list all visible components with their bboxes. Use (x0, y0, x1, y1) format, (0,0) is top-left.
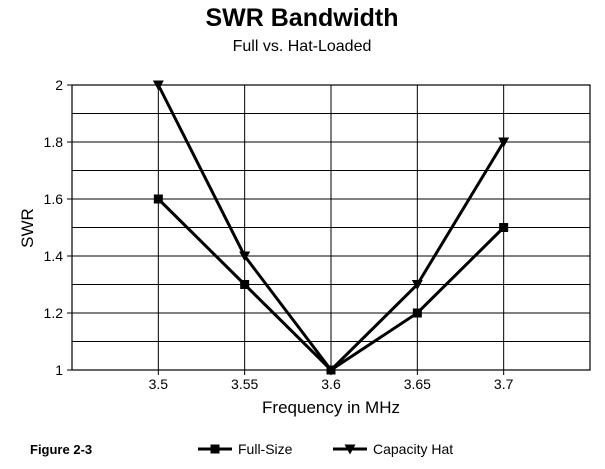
series-2 (152, 80, 510, 376)
x-tick-label: 3.55 (231, 376, 258, 392)
point-marker-triangle (498, 137, 510, 148)
point-marker-square (240, 280, 250, 289)
chart-title: SWR Bandwidth (205, 4, 398, 32)
x-tick-label: 3.65 (404, 376, 431, 392)
point-marker-triangle (325, 365, 337, 376)
y-axis-ticks: 1 1.2 1.4 1.6 1.8 2 (44, 77, 72, 378)
point-marker-triangle (239, 251, 251, 262)
legend: Full-Size Capacity Hat (198, 441, 453, 457)
x-tick-label: 3.7 (494, 376, 514, 392)
point-marker-square (153, 194, 163, 204)
y-axis-label: SWR (18, 208, 37, 248)
point-marker-square (412, 308, 422, 318)
x-axis-label: Frequency in MHz (262, 398, 400, 417)
y-tick-label: 1 (55, 362, 63, 378)
legend-item: Full-Size (198, 441, 293, 457)
y-tick-label: 2 (55, 77, 63, 93)
y-tick-label: 1.6 (44, 191, 64, 207)
x-tick-label: 3.5 (149, 376, 169, 392)
point-marker-square (499, 223, 509, 232)
point-marker-triangle (411, 280, 423, 290)
legend-label: Capacity Hat (373, 441, 453, 457)
chart-subtitle: Full vs. Hat-Loaded (233, 38, 372, 55)
legend-label: Full-Size (238, 441, 293, 457)
x-axis-ticks: 3.5 3.55 3.6 3.65 3.7 (149, 370, 514, 392)
point-marker-triangle (344, 444, 356, 455)
legend-item: Capacity Hat (333, 441, 453, 457)
y-tick-label: 1.8 (44, 134, 64, 150)
y-tick-label: 1.4 (44, 248, 64, 264)
series-layer (152, 80, 510, 376)
y-tick-label: 1.2 (44, 305, 64, 321)
point-marker-square (210, 444, 220, 454)
grid-lines (72, 85, 590, 370)
point-marker-triangle (152, 80, 164, 91)
figure-label: Figure 2-3 (30, 442, 92, 457)
x-tick-label: 3.6 (321, 376, 341, 392)
